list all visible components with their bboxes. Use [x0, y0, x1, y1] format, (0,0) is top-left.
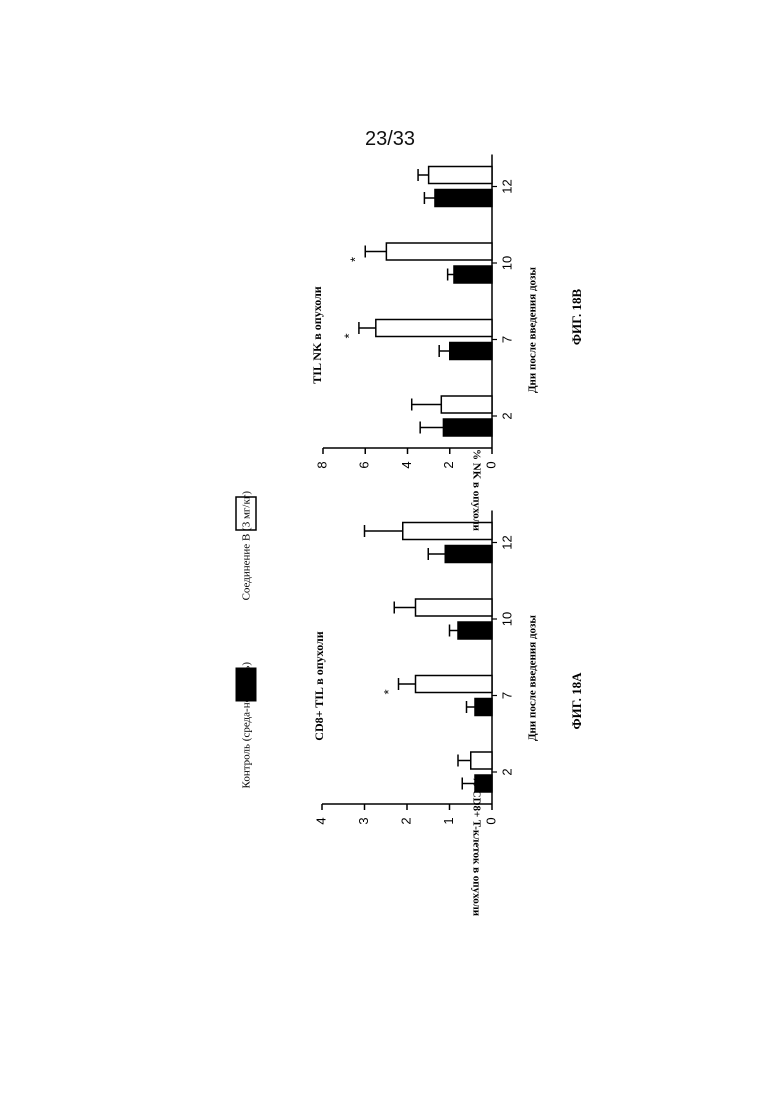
category-tick-label: 10: [499, 612, 514, 626]
figure-label: ФИГ. 18B: [569, 289, 584, 346]
value-tick-label: 2: [441, 461, 456, 468]
y-axis-label: % CD8+ T-клеток в опухоли: [470, 776, 482, 917]
legend-control-label: Контроль (среда-носитель): [241, 662, 253, 789]
value-tick-label: 6: [357, 461, 372, 468]
category-tick-label: 12: [499, 179, 514, 193]
bar-compound: [416, 676, 493, 693]
bar-compound: [386, 243, 492, 260]
bar-control: [454, 266, 492, 283]
bar-control: [445, 546, 492, 563]
value-tick-label: 4: [399, 461, 414, 468]
charts: 01234% CD8+ T-клеток в опухоли2*71012Дни…: [310, 155, 584, 917]
value-tick-label: 2: [398, 817, 413, 824]
bar-compound: [471, 752, 492, 769]
value-tick-label: 0: [483, 461, 498, 468]
significance-mark: *: [341, 333, 356, 338]
bar-control: [443, 419, 492, 436]
bar-compound: [441, 396, 492, 413]
chart-title: TIL NK в опухоли: [310, 286, 324, 384]
chart-fig18a: 01234% CD8+ T-клеток в опухоли2*71012Дни…: [312, 511, 584, 917]
chart-fig18b: 0 2 4 6 8 % NK в опухоли 2 * 7 * 10 12 Дни после вве…: [310, 155, 584, 532]
category-tick-label: 7: [499, 692, 514, 699]
significance-mark: *: [348, 257, 363, 262]
value-tick-label: 8: [314, 461, 329, 468]
value-tick-label: 1: [441, 817, 456, 824]
legend: Контроль (среда-носитель) Соединение B (…: [236, 491, 256, 789]
bar-compound: [376, 320, 492, 337]
category-tick-label: 10: [499, 256, 514, 270]
value-tick-label: 0: [483, 817, 498, 824]
bar-compound: [429, 167, 492, 184]
figure-label: ФИГ. 18A: [569, 672, 584, 730]
category-tick-label: 7: [499, 336, 514, 343]
x-axis-label: Дни после введения дозы: [527, 615, 539, 741]
y-axis-label: % NK в опухоли: [470, 449, 482, 532]
bar-control: [435, 190, 492, 207]
chart-title: CD8+ TIL в опухоли: [312, 631, 326, 740]
value-tick-label: 3: [356, 817, 371, 824]
significance-mark: *: [381, 689, 396, 694]
category-tick-label: 12: [499, 535, 514, 549]
category-tick-label: 2: [499, 412, 514, 419]
category-tick-label: 2: [499, 768, 514, 775]
legend-compound-label: Соединение B (3 мг/кг): [241, 491, 253, 601]
bar-control: [458, 622, 492, 639]
bar-control: [450, 343, 492, 360]
bar-control: [475, 699, 492, 716]
value-tick-label: 4: [313, 817, 328, 824]
bar-control: [475, 775, 492, 792]
bar-compound: [416, 599, 493, 616]
x-axis-label: Дни после введения дозы: [527, 267, 539, 393]
